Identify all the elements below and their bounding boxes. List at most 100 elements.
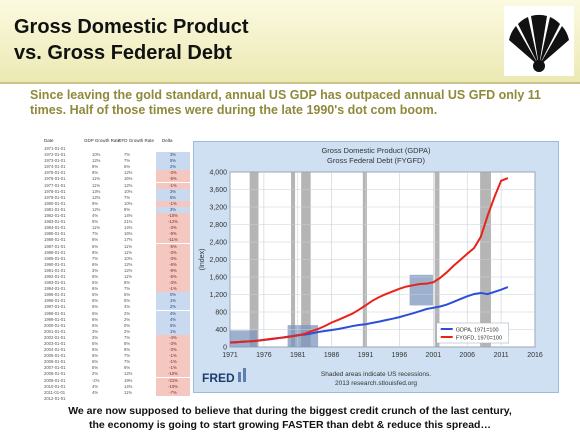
subtitle-line-1: Since leaving the gold standard, annual … [30, 88, 541, 102]
cell-gfd-growth: 7% [124, 158, 131, 164]
cell-gdp-growth: 6% [92, 237, 99, 243]
table-row: 1987-01-01 6% 11% -5% [44, 243, 194, 250]
cell-delta: -1% [156, 353, 190, 360]
table-row: 1976-01-01 11% 16% -5% [44, 176, 194, 183]
table-row: 1975-01-01 9% 12% -3% [44, 170, 194, 177]
cell-date: 2011-01-01 [44, 389, 66, 395]
header-gdp-growth: GDP Growth Rate [84, 138, 121, 143]
cell-date: 2009-01-01 [44, 377, 66, 383]
footer-line-2: the economy is going to start growing FA… [89, 419, 491, 431]
table-row: 2002-01-01 3% 7% -4% [44, 334, 194, 341]
y-tick-label: 400 [215, 327, 227, 334]
table-row: 1990-01-01 6% 12% -6% [44, 261, 194, 268]
cell-gdp-growth: 2% [92, 371, 99, 377]
cell-delta: -1% [156, 359, 190, 366]
cell-gfd-growth: 10% [124, 200, 133, 206]
table-row: 1972-01-01 10% 7% 3% [44, 152, 194, 159]
table-row: 1979-01-01 12% 7% 5% [44, 194, 194, 201]
cell-delta: 4% [156, 316, 190, 323]
cell-delta: -5% [156, 176, 190, 183]
cell-date: 2006-01-01 [44, 359, 66, 365]
cell-gdp-growth: 6% [92, 353, 99, 359]
cell-delta: -9% [156, 231, 190, 238]
table-row: 2000-01-01 6% 0% 6% [44, 322, 194, 329]
highlight-box [230, 330, 258, 347]
table-row: 2008-01-01 2% 12% -10% [44, 371, 194, 378]
cell-gdp-growth: 6% [92, 322, 99, 328]
cell-gfd-growth: 14% [124, 213, 133, 219]
table-row: 1993-01-01 5% 8% -3% [44, 280, 194, 287]
cell-gdp-growth: 13% [92, 188, 101, 194]
cell-delta: 3% [156, 188, 190, 195]
table-row: 2011-01-01 4% 11% -7% [44, 389, 194, 396]
cell-gdp-growth: 12% [92, 158, 101, 164]
cell-gfd-growth: 2% [124, 316, 131, 322]
cell-date: 2002-01-01 [44, 334, 66, 340]
cell-delta: -4% [156, 334, 190, 341]
x-tick-label: 2006 [459, 352, 475, 359]
growth-rate-table: Date GDP Growth Rate GFD Growth Rate Del… [44, 138, 194, 402]
table-row: 2003-01-01 5% 8% -3% [44, 341, 194, 347]
chart-subtitle: Gross Federal Debt (FYGFD) [327, 156, 425, 165]
x-tick-label: 1971 [222, 352, 238, 359]
cell-delta: -21% [156, 377, 190, 384]
cell-gfd-growth: 19% [124, 377, 133, 383]
table-row: 1986-01-01 6% 17% -11% [44, 237, 194, 244]
cell-gfd-growth: 4% [124, 304, 131, 310]
cell-gdp-growth: 6% [92, 286, 99, 292]
header-delta: Delta [162, 138, 173, 143]
cell-gdp-growth: 5% [92, 292, 99, 298]
cell-delta: -7% [156, 389, 190, 396]
y-tick-label: 3,600 [209, 187, 227, 194]
cell-gfd-growth: 16% [124, 231, 133, 237]
y-tick-label: 1,200 [209, 292, 227, 299]
x-tick-label: 1986 [324, 352, 340, 359]
x-tick-label: 2001 [426, 352, 442, 359]
table-row: 1997-01-01 6% 4% 2% [44, 304, 194, 311]
cell-gfd-growth: 5% [124, 298, 131, 304]
cell-gdp-growth: 6% [92, 261, 99, 267]
cell-gfd-growth: 12% [124, 182, 133, 188]
table-header: Date GDP Growth Rate GFD Growth Rate Del… [44, 138, 194, 146]
cell-gdp-growth: 4% [92, 383, 99, 389]
cell-gdp-growth: 3% [92, 267, 99, 273]
cell-date: 1997-01-01 [44, 304, 66, 310]
cell-delta: -1% [156, 182, 190, 189]
cell-delta: -10% [156, 383, 190, 390]
cell-date: 1993-01-01 [44, 280, 66, 286]
y-tick-label: 4,000 [209, 170, 227, 177]
cell-delta: 1% [156, 328, 190, 335]
cell-date: 1984-01-01 [44, 225, 66, 231]
y-tick-label: 0 [223, 345, 227, 352]
header-gfd-growth: GFD Growth Rate [118, 138, 155, 143]
cell-gfd-growth: 2% [124, 310, 131, 316]
cell-date: 1995-01-01 [44, 292, 66, 298]
x-tick-label: 1991 [358, 352, 374, 359]
cell-gdp-growth: 7% [92, 255, 99, 261]
fred-logo: FRED [202, 371, 235, 385]
cell-date: 2003-01-01 [44, 341, 66, 346]
cell-date: 1974-01-01 [44, 164, 66, 170]
table-row: 2006-01-01 6% 7% -1% [44, 359, 194, 366]
cell-gfd-growth: 12% [124, 371, 133, 377]
cell-gfd-growth: 12% [124, 267, 133, 273]
cell-gdp-growth: 6% [92, 359, 99, 365]
cell-date: 2000-01-01 [44, 322, 66, 328]
cell-gdp-growth: 12% [92, 194, 101, 200]
cell-date: 1988-01-01 [44, 249, 66, 255]
cell-gfd-growth: 9% [124, 206, 131, 212]
cell-gfd-growth: 12% [124, 261, 133, 267]
table-row: 2009-01-01 -2% 19% -21% [44, 377, 194, 384]
cell-delta: 3% [156, 152, 190, 159]
cell-delta: 5% [156, 194, 190, 201]
slide-header: Gross Domestic Product vs. Gross Federal… [0, 0, 580, 84]
footer-line-1: We are now supposed to believe that duri… [68, 405, 512, 417]
cell-gdp-growth: 5% [92, 365, 99, 371]
cell-gfd-growth: 8% [124, 280, 131, 286]
legend-entry: FYGFD, 1970=100 [456, 336, 502, 342]
cell-delta: -6% [156, 261, 190, 268]
cell-gfd-growth: 7% [124, 359, 131, 365]
cell-date: 1986-01-01 [44, 237, 66, 243]
cell-delta: -3% [156, 280, 190, 287]
table-row: 1974-01-01 8% 6% 2% [44, 164, 194, 171]
